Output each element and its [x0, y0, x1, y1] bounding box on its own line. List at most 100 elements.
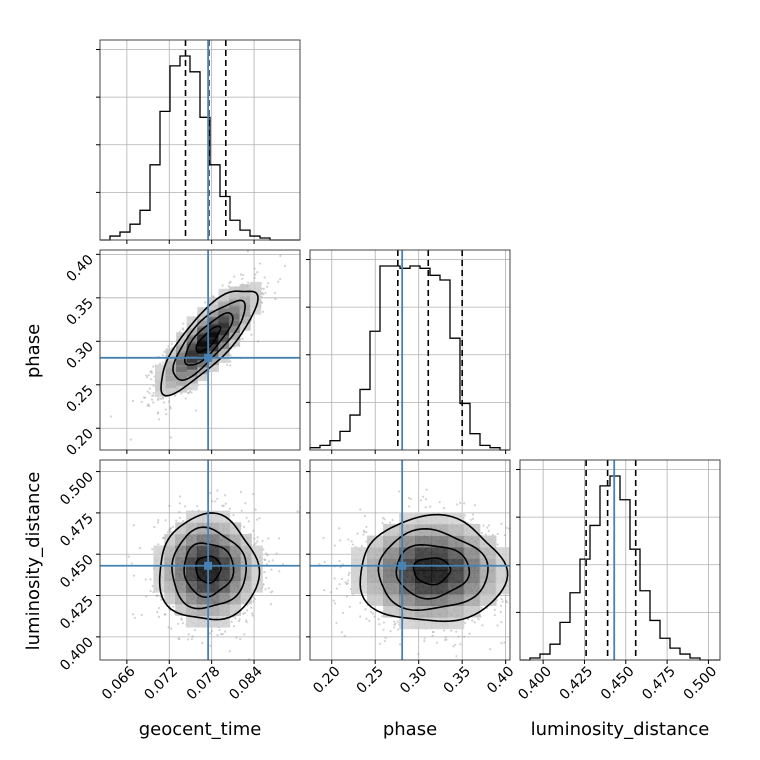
sample-point — [455, 630, 458, 633]
density-block — [239, 291, 251, 304]
sample-point — [254, 508, 257, 511]
sample-point — [469, 518, 472, 522]
sample-point — [155, 594, 158, 597]
sample-point — [244, 502, 247, 505]
sample-point — [278, 570, 281, 573]
sample-point — [144, 578, 147, 581]
sample-point — [216, 497, 219, 500]
sample-point — [270, 568, 273, 571]
density-block — [175, 580, 187, 593]
sample-point — [143, 396, 147, 399]
density-block — [207, 332, 219, 345]
sample-point — [347, 579, 350, 582]
panel-frame-1-1 — [309, 249, 511, 451]
density-block — [218, 522, 231, 535]
sample-point — [256, 340, 260, 343]
sample-point — [262, 293, 265, 296]
density-block — [218, 350, 230, 363]
sample-point — [156, 611, 159, 614]
sample-point — [254, 542, 257, 545]
sample-point — [409, 497, 412, 501]
sample-point — [346, 582, 349, 585]
sample-point — [243, 611, 246, 615]
sample-point — [253, 276, 256, 280]
sample-point — [487, 529, 490, 533]
sample-point — [168, 528, 171, 532]
sample-point — [228, 282, 231, 285]
sample-point — [109, 415, 113, 418]
sample-point — [507, 527, 510, 530]
density-block — [399, 547, 417, 560]
sample-point — [211, 295, 214, 298]
sample-point — [151, 394, 154, 397]
density-block — [186, 323, 198, 336]
density-block — [196, 557, 209, 570]
density-block — [218, 545, 231, 558]
density-block — [175, 557, 187, 570]
sample-point — [132, 574, 136, 577]
sample-point — [417, 653, 420, 656]
density-block — [350, 570, 368, 583]
sample-point — [196, 505, 199, 508]
truth-marker — [204, 561, 213, 570]
density-block — [447, 535, 465, 548]
sample-point — [157, 411, 160, 414]
sample-point — [262, 287, 265, 290]
density-block — [415, 605, 433, 618]
density-block — [399, 593, 417, 606]
sample-point — [457, 635, 460, 638]
sample-point — [267, 282, 270, 285]
sample-point — [157, 615, 160, 618]
sample-point — [201, 642, 204, 645]
sample-point — [250, 333, 253, 336]
density-block — [229, 603, 242, 616]
sample-point — [345, 582, 348, 586]
sample-point — [456, 503, 459, 506]
sample-point — [360, 545, 363, 548]
density-block — [186, 557, 198, 570]
density-block — [367, 547, 384, 560]
sample-point — [221, 284, 224, 287]
density-block — [239, 318, 251, 331]
density-block — [155, 371, 167, 384]
y-axis-label-luminosity-distance: luminosity_distance — [23, 472, 44, 651]
density-block — [186, 371, 198, 384]
sample-point — [424, 498, 428, 501]
sample-point — [284, 264, 287, 268]
density-block — [207, 522, 220, 535]
sample-point — [239, 490, 242, 494]
contour-level — [195, 325, 222, 354]
sample-point — [381, 516, 385, 520]
sample-point — [252, 493, 255, 496]
density-block — [229, 307, 241, 320]
panel-grid-0-0 — [100, 40, 300, 240]
sample-point — [364, 608, 367, 611]
sample-point — [243, 633, 246, 636]
sample-point — [496, 543, 499, 546]
sample-point — [253, 537, 256, 540]
sample-point — [230, 620, 233, 623]
histogram-geocent_time — [100, 55, 300, 241]
contour-level — [183, 542, 235, 599]
sample-point — [247, 281, 250, 284]
panel-frame-0-0 — [99, 39, 301, 241]
density-block — [164, 580, 176, 593]
density-block — [164, 545, 176, 558]
density-block — [207, 592, 220, 605]
density-block — [207, 603, 220, 616]
sample-point — [253, 597, 256, 600]
sample-point — [169, 407, 172, 410]
sample-point — [444, 636, 447, 639]
density-block — [176, 332, 188, 345]
sample-point — [146, 390, 149, 393]
sample-point — [491, 533, 494, 537]
sample-point — [424, 506, 427, 509]
sample-point — [263, 276, 266, 279]
contour-level — [195, 555, 222, 584]
sample-point — [396, 620, 399, 623]
sample-point — [163, 350, 166, 354]
sample-point — [204, 301, 207, 304]
density-block — [196, 603, 209, 616]
sample-point — [333, 544, 336, 547]
density-block — [175, 603, 187, 616]
